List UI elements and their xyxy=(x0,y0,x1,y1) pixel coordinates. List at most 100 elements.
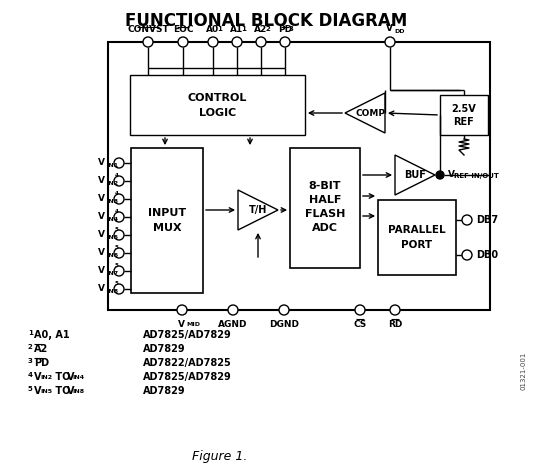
Text: V: V xyxy=(448,170,455,179)
Text: 2: 2 xyxy=(28,344,33,350)
Bar xyxy=(130,75,305,135)
Text: 4: 4 xyxy=(115,208,119,213)
Text: PD: PD xyxy=(278,25,292,34)
Circle shape xyxy=(114,230,124,240)
Text: INPUT: INPUT xyxy=(148,207,186,218)
Text: BUF: BUF xyxy=(404,170,426,180)
Text: 5: 5 xyxy=(28,386,33,392)
Text: IN3: IN3 xyxy=(106,199,118,204)
Text: 3: 3 xyxy=(289,26,294,32)
Text: IN6: IN6 xyxy=(106,252,118,258)
Text: DGND: DGND xyxy=(269,320,299,329)
Text: IN5: IN5 xyxy=(106,234,118,239)
Bar xyxy=(440,95,488,135)
Text: DB0: DB0 xyxy=(476,250,498,260)
Text: IN4: IN4 xyxy=(106,217,118,221)
Text: FUNCTIONAL BLOCK DIAGRAM: FUNCTIONAL BLOCK DIAGRAM xyxy=(125,12,407,30)
Circle shape xyxy=(390,305,400,315)
Text: 4: 4 xyxy=(115,191,119,195)
Circle shape xyxy=(462,215,472,225)
Text: ADC: ADC xyxy=(312,223,338,233)
Text: DD: DD xyxy=(394,29,405,34)
Text: MUX: MUX xyxy=(152,222,181,232)
Text: IN8: IN8 xyxy=(73,389,85,394)
Text: T/H: T/H xyxy=(249,205,267,215)
Text: V: V xyxy=(98,175,105,185)
Circle shape xyxy=(114,212,124,222)
Text: AD7822/AD7825: AD7822/AD7825 xyxy=(143,358,232,368)
Text: FLASH: FLASH xyxy=(305,209,345,219)
Text: 5: 5 xyxy=(115,280,119,286)
Text: AD7825/AD7829: AD7825/AD7829 xyxy=(143,330,232,340)
Text: AD7829: AD7829 xyxy=(143,386,185,396)
Text: 2: 2 xyxy=(265,26,270,32)
Text: 2.5V: 2.5V xyxy=(451,104,477,114)
Text: A1: A1 xyxy=(230,25,244,34)
Text: V: V xyxy=(177,320,184,329)
Text: REF: REF xyxy=(454,117,474,127)
Text: 1: 1 xyxy=(217,26,222,32)
Polygon shape xyxy=(238,190,278,230)
Text: 4: 4 xyxy=(115,173,119,178)
Circle shape xyxy=(279,305,289,315)
Text: PD: PD xyxy=(34,358,49,368)
Text: LOGIC: LOGIC xyxy=(199,108,236,118)
Circle shape xyxy=(232,37,242,47)
Circle shape xyxy=(114,266,124,276)
Polygon shape xyxy=(345,93,385,133)
Circle shape xyxy=(280,37,290,47)
Text: Figure 1.: Figure 1. xyxy=(192,450,248,463)
Text: AD7829: AD7829 xyxy=(143,344,185,354)
Bar xyxy=(290,148,360,268)
Polygon shape xyxy=(395,155,435,195)
Circle shape xyxy=(114,176,124,186)
Text: PORT: PORT xyxy=(401,239,433,250)
Text: A0, A1: A0, A1 xyxy=(34,330,70,340)
Text: IN2: IN2 xyxy=(40,375,52,380)
Text: V: V xyxy=(98,158,105,166)
Text: V: V xyxy=(34,372,42,382)
Circle shape xyxy=(177,305,187,315)
Text: V: V xyxy=(98,212,105,220)
Circle shape xyxy=(114,248,124,258)
Circle shape xyxy=(228,305,238,315)
Text: IN8: IN8 xyxy=(106,288,118,293)
Text: AD7825/AD7829: AD7825/AD7829 xyxy=(143,372,232,382)
Text: EOC: EOC xyxy=(173,25,193,34)
Text: HALF: HALF xyxy=(309,195,341,205)
Circle shape xyxy=(178,37,188,47)
Circle shape xyxy=(436,171,444,179)
Bar xyxy=(108,42,490,310)
Text: REF IN/OUT: REF IN/OUT xyxy=(454,173,499,179)
Text: DB7: DB7 xyxy=(476,215,498,225)
Text: 01321-001: 01321-001 xyxy=(521,352,527,390)
Bar xyxy=(131,148,203,293)
Circle shape xyxy=(256,37,266,47)
Circle shape xyxy=(208,37,218,47)
Text: TO: TO xyxy=(52,372,74,382)
Text: V: V xyxy=(385,24,392,33)
Text: IN7: IN7 xyxy=(106,271,118,275)
Circle shape xyxy=(143,37,153,47)
Text: V: V xyxy=(67,372,74,382)
Circle shape xyxy=(385,37,395,47)
Text: CONTROL: CONTROL xyxy=(188,93,247,103)
Text: 5: 5 xyxy=(115,245,119,250)
Text: A2: A2 xyxy=(34,344,49,354)
Circle shape xyxy=(462,250,472,260)
Text: RD: RD xyxy=(388,320,402,329)
Text: CONVST: CONVST xyxy=(127,25,169,34)
Text: V: V xyxy=(98,266,105,274)
Circle shape xyxy=(114,194,124,204)
Text: CS: CS xyxy=(353,320,367,329)
Text: PARALLEL: PARALLEL xyxy=(388,225,446,234)
Text: MID: MID xyxy=(186,322,200,327)
Text: IN4: IN4 xyxy=(73,375,85,380)
Text: V: V xyxy=(98,193,105,202)
Text: IN5: IN5 xyxy=(40,389,52,394)
Bar xyxy=(378,200,456,275)
Text: 5: 5 xyxy=(115,226,119,232)
Text: A2: A2 xyxy=(254,25,268,34)
Text: IN1: IN1 xyxy=(106,162,118,167)
Circle shape xyxy=(355,305,365,315)
